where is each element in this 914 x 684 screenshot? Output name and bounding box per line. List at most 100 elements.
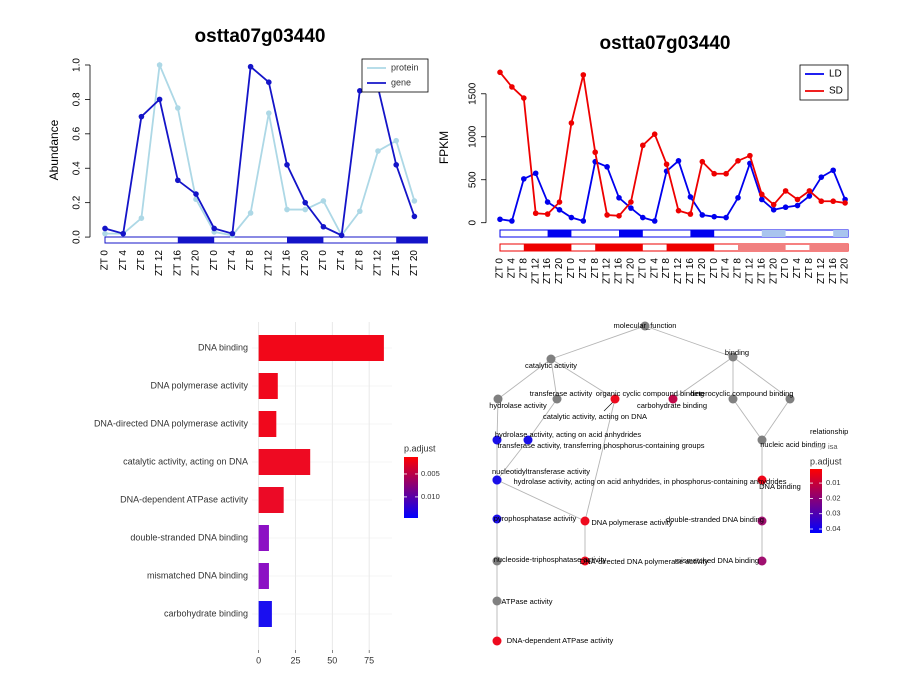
node: [580, 556, 590, 566]
data-point: [102, 225, 108, 232]
data-point: [544, 211, 551, 217]
data-point: [770, 207, 777, 213]
dark-bar: [595, 244, 643, 251]
x-tick-label: ZT 4: [721, 258, 732, 279]
series-line: [499, 71, 846, 217]
x-tick-label: ZT 4: [578, 258, 589, 279]
edge: [497, 358, 552, 400]
data-point: [556, 199, 563, 205]
y-tick-label: 0.8: [72, 92, 83, 106]
data-point: [102, 230, 108, 237]
data-point: [735, 158, 741, 164]
dark-bar: [287, 237, 324, 243]
data-point: [806, 193, 813, 199]
edge: [550, 358, 558, 400]
legend-arrowhead: [819, 444, 825, 450]
legend-box: [361, 58, 429, 93]
data-point: [521, 176, 527, 182]
edge: [672, 356, 734, 400]
data-point: [782, 188, 789, 194]
colorbar-label: 0.01: [826, 478, 841, 487]
x-tick-label: ZT 16: [828, 258, 839, 284]
node-label: catalytic activity, acting on DNA: [543, 412, 647, 421]
x-tick-label: ZT 16: [391, 250, 402, 276]
data-point: [284, 161, 290, 168]
node-label: pyrophosphatase activity: [494, 514, 577, 523]
y-tick-label: catalytic activity, acting on DNA: [123, 456, 248, 466]
panel-background: [252, 322, 392, 650]
data-point: [699, 212, 706, 218]
node-label: hydrolase activity, acting on acid anhyd…: [495, 430, 641, 439]
y-tick-label: 0.6: [72, 126, 83, 140]
data-point: [411, 213, 418, 220]
data-point: [616, 213, 622, 219]
x-tick-label: ZT 0: [637, 258, 648, 279]
x-tick-label: ZT 4: [649, 258, 660, 279]
x-tick-label: ZT 4: [118, 250, 129, 271]
data-point: [532, 210, 539, 217]
node: [757, 556, 767, 566]
node: [493, 394, 503, 404]
legend-title: p.adjust: [810, 456, 842, 466]
colorbar-label: 0.04: [826, 524, 841, 533]
data-point: [544, 199, 551, 205]
y-tick-label: 1000: [468, 125, 479, 148]
edge: [496, 439, 529, 481]
node-label: hydrolase activity, acting on acid anhyd…: [514, 477, 787, 486]
edge: [732, 398, 763, 441]
data-point: [687, 211, 694, 217]
node: [492, 475, 502, 485]
x-tick-label: ZT 0: [495, 258, 506, 279]
node: [757, 516, 767, 526]
x-tick-label: ZT 20: [409, 250, 420, 276]
node-label: nucleoside-triphosphatase activity: [494, 555, 607, 564]
data-point: [266, 79, 272, 85]
y-tick-label: DNA polymerase activity: [150, 380, 248, 390]
data-point: [138, 113, 145, 120]
y-tick-label: mismatched DNA binding: [147, 570, 248, 580]
y-tick-label: 0.4: [72, 161, 83, 175]
bar: [258, 411, 277, 437]
data-point: [284, 206, 290, 213]
edge: [732, 356, 791, 400]
data-point: [735, 194, 741, 201]
legend-label: LD: [829, 69, 842, 80]
node: [580, 516, 590, 526]
data-point: [247, 210, 254, 216]
x-tick-label: ZT 0: [100, 250, 111, 271]
data-point: [616, 194, 622, 201]
legend-label: isa: [828, 442, 838, 451]
node-label: transferase activity, transferring phosp…: [497, 441, 704, 450]
x-tick-label: ZT 12: [745, 258, 756, 284]
bar: [258, 373, 278, 399]
node-label: DNA-directed DNA polymerase activity: [580, 557, 709, 566]
edge: [644, 325, 734, 358]
data-point: [604, 212, 610, 218]
data-point: [818, 198, 825, 205]
data-point: [675, 207, 682, 214]
x-tick-label: ZT 0: [566, 258, 577, 279]
x-tick-label: ZT 20: [300, 250, 311, 276]
edge: [550, 358, 616, 400]
dark-bar: [396, 237, 428, 243]
data-point: [628, 205, 634, 211]
node: [610, 394, 620, 404]
x-tick-label: ZT 20: [554, 258, 565, 284]
bar: [258, 335, 384, 361]
legend-label: gene: [391, 77, 411, 87]
data-point: [375, 148, 381, 154]
y-tick-label: DNA-directed DNA polymerase activity: [94, 418, 249, 428]
data-point: [723, 170, 729, 177]
data-point: [138, 215, 145, 221]
data-point: [175, 105, 181, 111]
data-point: [411, 198, 418, 204]
data-point: [687, 194, 694, 200]
y-tick-label: 1500: [468, 82, 479, 105]
node-label: heterocyclic compound binding: [691, 389, 794, 398]
x-tick-label: ZT 16: [282, 250, 293, 276]
data-point: [357, 88, 363, 94]
x-tick-label: ZT 0: [209, 250, 220, 271]
data-point: [580, 72, 587, 78]
node: [785, 394, 795, 404]
colorbar-label: 0.005: [421, 469, 440, 478]
